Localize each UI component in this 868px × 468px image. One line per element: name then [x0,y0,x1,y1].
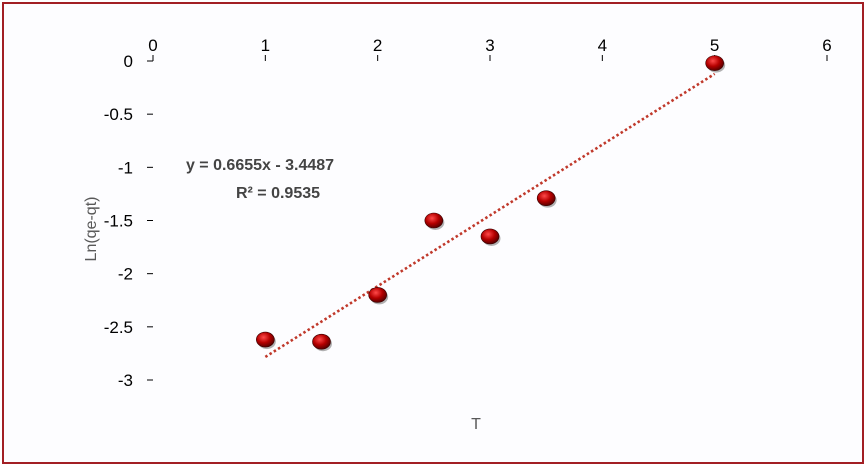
x-tick-label: 4 [598,36,607,55]
x-tick-label: 5 [710,36,719,55]
labels-layer: y = 0.6655x - 3.4487 R² = 0.9535 T Ln(qe… [83,157,481,433]
trendline-layer [264,72,716,359]
y-axis-title: Ln(qe-qt) [83,197,100,262]
axes: 0 1 2 3 4 5 6 0 -0.5 -1 -1.5 -2 -2.5 -3 [104,36,832,390]
data-point [480,228,500,245]
y-tick-label: -2.5 [104,318,133,337]
scatter-chart: 0 1 2 3 4 5 6 0 -0.5 -1 -1.5 -2 -2.5 -3 y = 0.6655x -… [83,36,832,433]
y-tick-label: -1.5 [104,212,133,231]
data-point [312,333,331,350]
data-point [256,331,275,348]
x-axis-title: T [471,416,481,433]
x-tick-label: 1 [261,36,270,55]
x-tick-label: 0 [148,36,157,55]
data-point [705,55,724,71]
y-tick-label: -2 [118,265,133,284]
x-tick-label: 2 [373,36,382,55]
trendline-equation: y = 0.6655x - 3.4487 [186,157,334,174]
y-tick-label: -0.5 [104,105,133,124]
data-point [536,190,556,206]
data-point [424,212,444,229]
trendline [264,72,716,359]
y-tick-label: -3 [118,371,133,390]
x-tick-label: 3 [485,36,494,55]
y-tick-label: -1 [118,158,133,177]
trendline-r-squared: R² = 0.9535 [236,185,320,202]
points-layer [256,55,726,352]
x-tick-label: 6 [822,36,831,55]
data-point [368,287,387,303]
y-tick-label: 0 [124,52,133,71]
